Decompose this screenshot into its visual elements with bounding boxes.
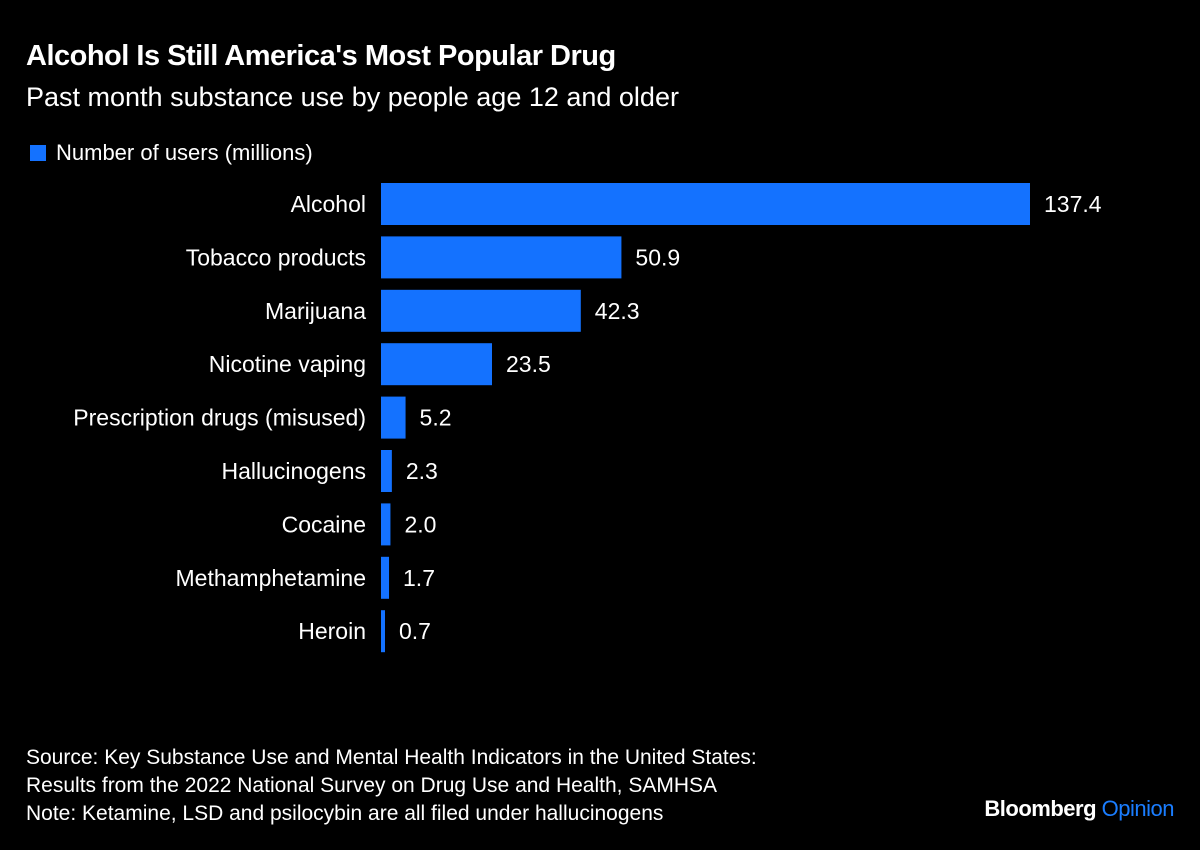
value-label: 137.4	[1044, 191, 1102, 217]
logo-brand: Bloomberg	[984, 796, 1097, 821]
logo-section: Opinion	[1101, 796, 1175, 821]
chart-title: Alcohol Is Still America's Most Popular …	[26, 40, 616, 72]
value-label: 0.7	[399, 618, 431, 644]
chart-subtitle: Past month substance use by people age 1…	[26, 82, 679, 112]
category-label: Cocaine	[282, 511, 366, 537]
value-label: 2.3	[406, 458, 438, 484]
value-label: 1.7	[403, 565, 435, 591]
source-line-2: Results from the 2022 National Survey on…	[26, 774, 718, 797]
category-label: Alcohol	[291, 191, 366, 217]
footer: Source: Key Substance Use and Mental Hea…	[26, 744, 757, 828]
legend-swatch	[30, 145, 46, 161]
bar-4	[381, 396, 406, 439]
bar-2	[381, 289, 581, 332]
legend-label: Number of users (millions)	[56, 140, 313, 165]
category-label: Marijuana	[265, 298, 366, 324]
category-label: Nicotine vaping	[209, 351, 366, 377]
value-label: 50.9	[635, 244, 680, 270]
category-label: Prescription drugs (misused)	[73, 405, 366, 431]
bar-7	[381, 556, 390, 599]
value-label: 2.0	[404, 511, 436, 537]
value-label: 42.3	[595, 298, 640, 324]
bar-3	[381, 343, 493, 386]
source-line-1: Source: Key Substance Use and Mental Hea…	[26, 746, 757, 769]
note: Note: Ketamine, LSD and psilocybin are a…	[26, 802, 664, 825]
category-label: Hallucinogens	[222, 458, 366, 484]
bar-6	[381, 503, 391, 546]
bloomberg-opinion-logo: Bloomberg Opinion	[984, 796, 1174, 822]
value-label: 23.5	[506, 351, 551, 377]
value-label: 5.2	[420, 405, 452, 431]
bar-8	[381, 610, 385, 653]
legend: Number of users (millions)	[30, 140, 313, 166]
category-label: Heroin	[298, 618, 366, 644]
category-label: Methamphetamine	[176, 565, 367, 591]
bar-0	[381, 183, 1030, 225]
category-label: Tobacco products	[186, 244, 366, 270]
bar-5	[381, 450, 392, 492]
bar-1	[381, 236, 622, 279]
